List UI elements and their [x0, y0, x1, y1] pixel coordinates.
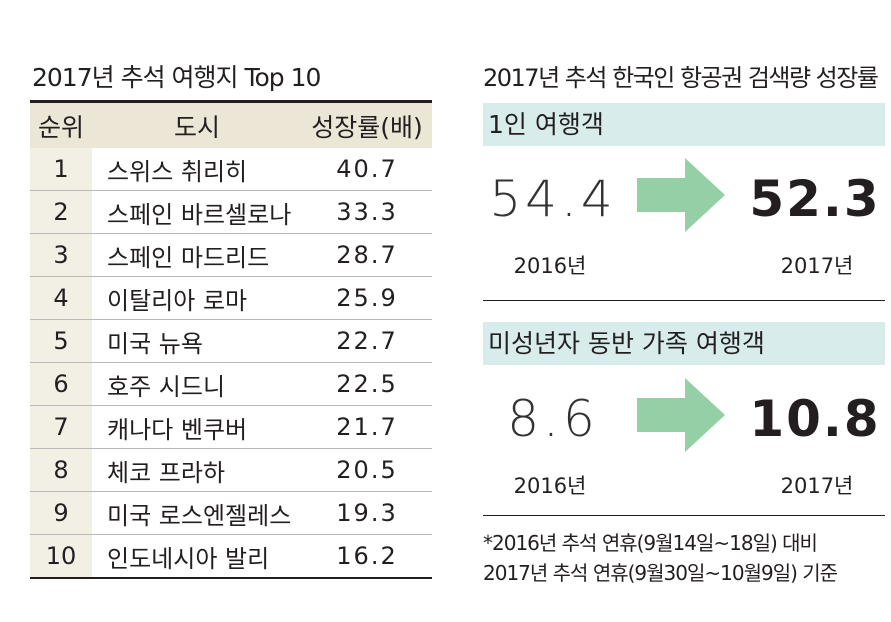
year-2017-solo: 2017년 [780, 254, 854, 278]
growth-cell: 20.5 [302, 448, 432, 492]
city-cell: 스페인 바르셀로나 [92, 190, 302, 234]
year-2016-solo: 2016년 [513, 254, 587, 278]
city-cell: 호주 시드니 [92, 362, 302, 406]
table-row: 4 이탈리아 로마 25.9 [30, 276, 432, 320]
growth-cell: 25.9 [302, 276, 432, 320]
table-row: 6 호주 시드니 22.5 [30, 362, 432, 406]
divider [483, 300, 885, 301]
year-2017-family: 2017년 [780, 474, 854, 498]
growth-cell: 40.7 [336, 155, 398, 183]
top10-table: 순위 도시 성장률(배) 1 스위스 취리히 40.7 2 스페인 바르셀로나 33.3 3… [30, 100, 432, 579]
table-row: 2 스페인 바르셀로나 33.3 [30, 190, 432, 234]
table-row: 3 스페인 마드리드 28.7 [30, 233, 432, 277]
city-cell: 미국 뉴욕 [92, 319, 302, 363]
divider [483, 515, 885, 516]
header-growth: 성장률(배) [302, 101, 432, 148]
table-title: 2017년 추석 여행지 Top 10 [32, 63, 321, 92]
rank-cell: 2 [30, 190, 92, 234]
city-cell: 스위스 취리히 [107, 157, 248, 186]
rank-cell: 6 [30, 362, 92, 406]
growth-cell: 21.7 [302, 405, 432, 449]
arrow-icon [637, 158, 725, 232]
rank-cell: 3 [30, 233, 92, 277]
city-cell: 이탈리아 로마 [92, 276, 302, 320]
growth-cell: 33.3 [302, 190, 432, 234]
city-cell: 인도네시아 발리 [92, 534, 302, 578]
rank-cell: 8 [30, 448, 92, 492]
city-cell: 캐나다 벤쿠버 [92, 405, 302, 449]
table-row: 9 미국 로스엔젤레스 19.3 [30, 491, 432, 535]
section-label-solo: 1인 여행객 [483, 103, 885, 146]
arrow-icon [637, 378, 725, 452]
growth-cell: 19.3 [302, 491, 432, 535]
rank-cell: 7 [30, 405, 92, 449]
header-rank: 순위 [30, 101, 92, 148]
growth-cell: 22.7 [302, 319, 432, 363]
table-row: 5 미국 뉴욕 22.7 [30, 319, 432, 363]
rank-cell: 1 [30, 148, 92, 191]
growth-cell: 16.2 [302, 534, 432, 578]
value-2017-family: 10.8 [749, 390, 881, 448]
rank-cell: 4 [30, 276, 92, 320]
header-city: 도시 [92, 101, 302, 148]
year-2016-family: 2016년 [513, 474, 587, 498]
table-header: 순위 도시 성장률(배) [30, 101, 432, 148]
rank-cell: 10 [30, 534, 92, 578]
city-cell: 체코 프라하 [92, 448, 302, 492]
section-label-family: 미성년자 동반 가족 여행객 [483, 322, 885, 365]
right-title: 2017년 추석 한국인 항공권 검색량 성장률 [483, 64, 879, 92]
table-row: 7 캐나다 벤쿠버 21.7 [30, 405, 432, 449]
value-2017-solo: 52.3 [749, 170, 881, 228]
footnote-line-1: *2016년 추석 연휴(9월14일~18일) 대비 [483, 531, 818, 555]
table-row: 10 인도네시아 발리 16.2 [30, 534, 432, 578]
value-2016-solo: 54.4 [489, 170, 617, 228]
rank-cell: 9 [30, 491, 92, 535]
value-2016-family: 8.6 [507, 390, 599, 448]
table-row: 1 스위스 취리히 40.7 [30, 148, 432, 191]
growth-cell: 28.7 [302, 233, 432, 277]
city-cell: 미국 로스엔젤레스 [92, 491, 302, 535]
city-cell: 스페인 마드리드 [92, 233, 302, 277]
growth-cell: 22.5 [302, 362, 432, 406]
footnote-line-2: 2017년 추석 연휴(9월30일~10월9일) 기준 [483, 561, 838, 585]
table-row: 8 체코 프라하 20.5 [30, 448, 432, 492]
rank-cell: 5 [30, 319, 92, 363]
